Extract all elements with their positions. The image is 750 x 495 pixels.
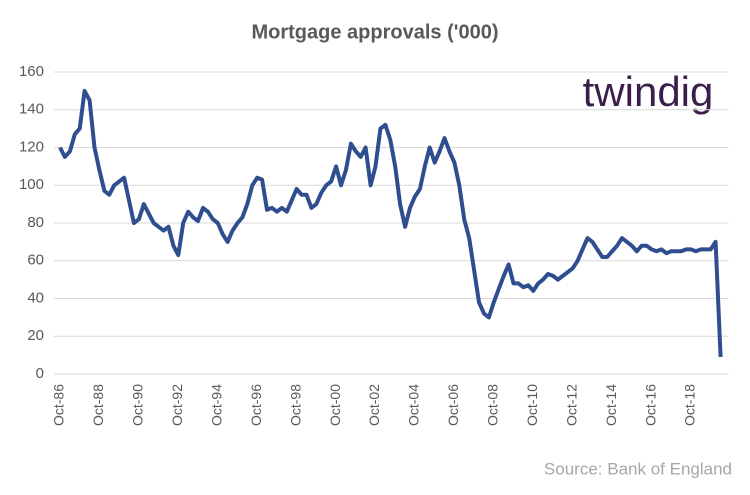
x-tick-label: Oct-16 [642, 384, 658, 426]
x-tick-label: Oct-94 [208, 384, 224, 426]
y-tick-label: 120 [19, 138, 44, 155]
x-tick-label: Oct-04 [406, 384, 422, 426]
x-tick-label: Oct-14 [603, 384, 619, 426]
y-tick-label: 140 [19, 101, 44, 118]
y-tick-label: 160 [19, 63, 44, 80]
x-tick-label: Oct-88 [90, 384, 106, 426]
y-tick-label: 20 [27, 327, 44, 344]
y-tick-label: 60 [27, 252, 44, 269]
x-tick-label: Oct-10 [524, 384, 540, 426]
x-tick-label: Oct-00 [327, 384, 343, 426]
line [58, 88, 723, 358]
x-tick-label: Oct-92 [169, 384, 185, 426]
x-tick-label: Oct-02 [366, 384, 382, 426]
x-tick-label: Oct-98 [287, 384, 303, 426]
x-tick-label: Oct-06 [445, 384, 461, 426]
chart-title: Mortgage approvals ('000) [251, 21, 498, 43]
x-tick-label: Oct-08 [485, 384, 501, 426]
y-tick-label: 40 [27, 289, 44, 306]
x-tick-label: Oct-12 [563, 384, 579, 426]
logo: twindig [583, 68, 714, 115]
x-tick-label: Oct-18 [682, 384, 698, 426]
y-tick-label: 100 [19, 176, 44, 193]
source: Source: Bank of England [544, 459, 732, 478]
x-tick-label: Oct-90 [130, 384, 146, 426]
x-tick-label: Oct-96 [248, 384, 264, 426]
y-tick-label: 80 [27, 214, 44, 231]
x-tick-label: Oct-86 [51, 384, 67, 426]
y-tick-label: 0 [36, 365, 44, 382]
